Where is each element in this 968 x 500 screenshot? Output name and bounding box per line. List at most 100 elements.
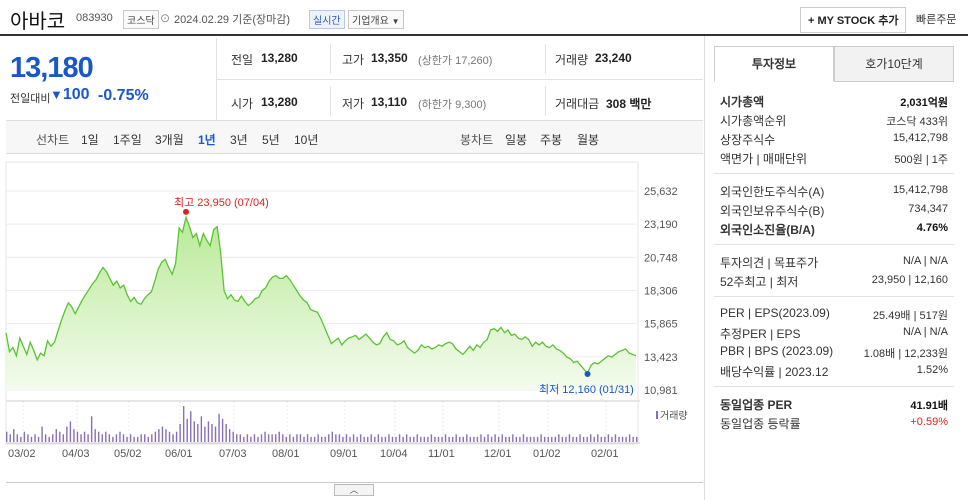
y-tick-label: 10,981 xyxy=(644,385,678,397)
quick-order-link[interactable]: 빠른주문 xyxy=(916,14,957,26)
price-area xyxy=(6,217,636,390)
tab-5y[interactable]: 5년 xyxy=(262,133,280,147)
volume-bar xyxy=(101,434,103,442)
stock-code: 083930 xyxy=(76,12,113,24)
volume-bar xyxy=(618,436,620,442)
invest-label: 외국인보유주식수(B) xyxy=(720,204,825,218)
volume-bar xyxy=(331,431,334,442)
open-value: 13,280 xyxy=(261,95,298,109)
volume-bar xyxy=(533,436,535,442)
x-tick-label: 09/01 xyxy=(330,448,358,460)
volume-bar xyxy=(540,434,542,442)
volume-bar xyxy=(151,434,153,442)
prev-close-label: 전일 xyxy=(231,53,254,67)
invest-divider xyxy=(714,244,954,245)
volume-bar xyxy=(625,436,627,442)
volume-bar xyxy=(6,431,8,442)
invest-label: 동일업종 PER xyxy=(720,398,793,412)
invest-label: 52주최고 | 최저 xyxy=(720,275,799,289)
volume-bar xyxy=(558,434,560,442)
volume-bar xyxy=(551,436,553,442)
volume-bar xyxy=(522,434,525,442)
volume-bar xyxy=(497,436,500,442)
volume-bar xyxy=(607,434,610,442)
x-tick-label: 03/02 xyxy=(8,448,36,460)
tab-weekly[interactable]: 주봉 xyxy=(540,133,563,147)
volume-bar xyxy=(582,436,585,442)
tab-order-book[interactable]: 호가10단계 xyxy=(834,46,954,82)
lower-limit-note: (하한가 9,300) xyxy=(418,99,487,111)
tab-3y[interactable]: 3년 xyxy=(230,133,248,147)
tab-1y[interactable]: 1년 xyxy=(198,133,216,147)
invest-value: 코스닥 433위 xyxy=(886,116,948,128)
volume-bar xyxy=(112,436,114,442)
volume-bar xyxy=(239,434,241,442)
volume-bar xyxy=(228,429,231,442)
volume-bar xyxy=(41,426,43,442)
volume-bar xyxy=(90,416,93,442)
volume-bar xyxy=(476,436,479,442)
volume-bar xyxy=(204,426,206,442)
tab-10y[interactable]: 10년 xyxy=(294,133,319,147)
volume-bar xyxy=(172,434,174,442)
tab-1d[interactable]: 1일 xyxy=(81,133,99,147)
volume-bar xyxy=(621,436,624,442)
volume-bar xyxy=(469,436,472,442)
invest-label: 상장주식수 xyxy=(720,133,776,147)
volume-bar xyxy=(483,436,486,442)
volume-bar xyxy=(80,434,82,442)
tab-1w[interactable]: 1주일 xyxy=(113,133,142,147)
volume-bar xyxy=(225,424,227,442)
clock-icon: ⊙ xyxy=(160,11,171,25)
volume-bar xyxy=(561,436,564,442)
collapse-chart-button[interactable]: ︿ xyxy=(334,484,374,496)
volume-bar xyxy=(462,436,464,442)
realtime-tag[interactable]: 실시간 xyxy=(309,10,345,29)
volume-bar xyxy=(253,434,256,442)
y-tick-label: 20,748 xyxy=(644,252,678,264)
volume-bar xyxy=(487,434,489,442)
tab-invest-info[interactable]: 투자정보 xyxy=(714,46,834,82)
volume-bar xyxy=(52,434,54,442)
volume-bar xyxy=(335,434,337,442)
volume-bar xyxy=(388,434,390,442)
period-bar xyxy=(6,120,703,154)
chevron-down-icon: ▼ xyxy=(391,17,400,26)
invest-value: 15,412,798 xyxy=(892,132,948,144)
y-tick-label: 18,306 xyxy=(644,286,678,298)
volume-bar xyxy=(427,436,429,442)
volume-bar xyxy=(441,436,443,442)
invest-value: 2,031억원 xyxy=(900,97,948,109)
x-tick-label: 02/01 xyxy=(591,448,619,460)
my-stock-add-button[interactable]: + MY STOCK 추가 xyxy=(800,7,907,33)
volume-bar xyxy=(250,436,252,442)
volume-bar xyxy=(37,436,40,442)
chart-frame xyxy=(5,161,639,445)
invest-label: 추정PER | EPS xyxy=(720,327,801,341)
volume-bar xyxy=(328,434,330,442)
volume-bar xyxy=(87,434,89,442)
invest-value: 1.08배 | 12,233원 xyxy=(863,348,948,360)
tab-monthly[interactable]: 월봉 xyxy=(577,133,600,147)
volume-bar xyxy=(98,431,100,442)
volume-bar xyxy=(398,434,401,442)
tab-3m[interactable]: 3개월 xyxy=(155,133,184,147)
volume-bar xyxy=(636,436,638,442)
invest-value: 25.49배 | 517원 xyxy=(872,310,948,322)
volume-bar xyxy=(182,406,185,442)
volume-bar xyxy=(526,436,528,442)
volume-bar xyxy=(154,431,157,442)
low-value: 13,110 xyxy=(371,95,408,109)
volume-bar xyxy=(257,436,259,442)
volume-bar xyxy=(274,434,277,442)
volume-bar xyxy=(73,429,75,442)
invest-label: 동일업종 등락률 xyxy=(720,417,801,431)
tab-daily[interactable]: 일봉 xyxy=(505,133,528,147)
volume-bar xyxy=(600,436,603,442)
invest-value: N/A | N/A xyxy=(902,255,948,267)
volume-bar xyxy=(218,413,220,442)
company-overview-button[interactable]: 기업개요 ▼ xyxy=(348,10,404,29)
volume-bar xyxy=(129,434,132,442)
invest-label: 외국인소진율(B/A) xyxy=(720,223,815,237)
volume-bar xyxy=(55,429,57,442)
